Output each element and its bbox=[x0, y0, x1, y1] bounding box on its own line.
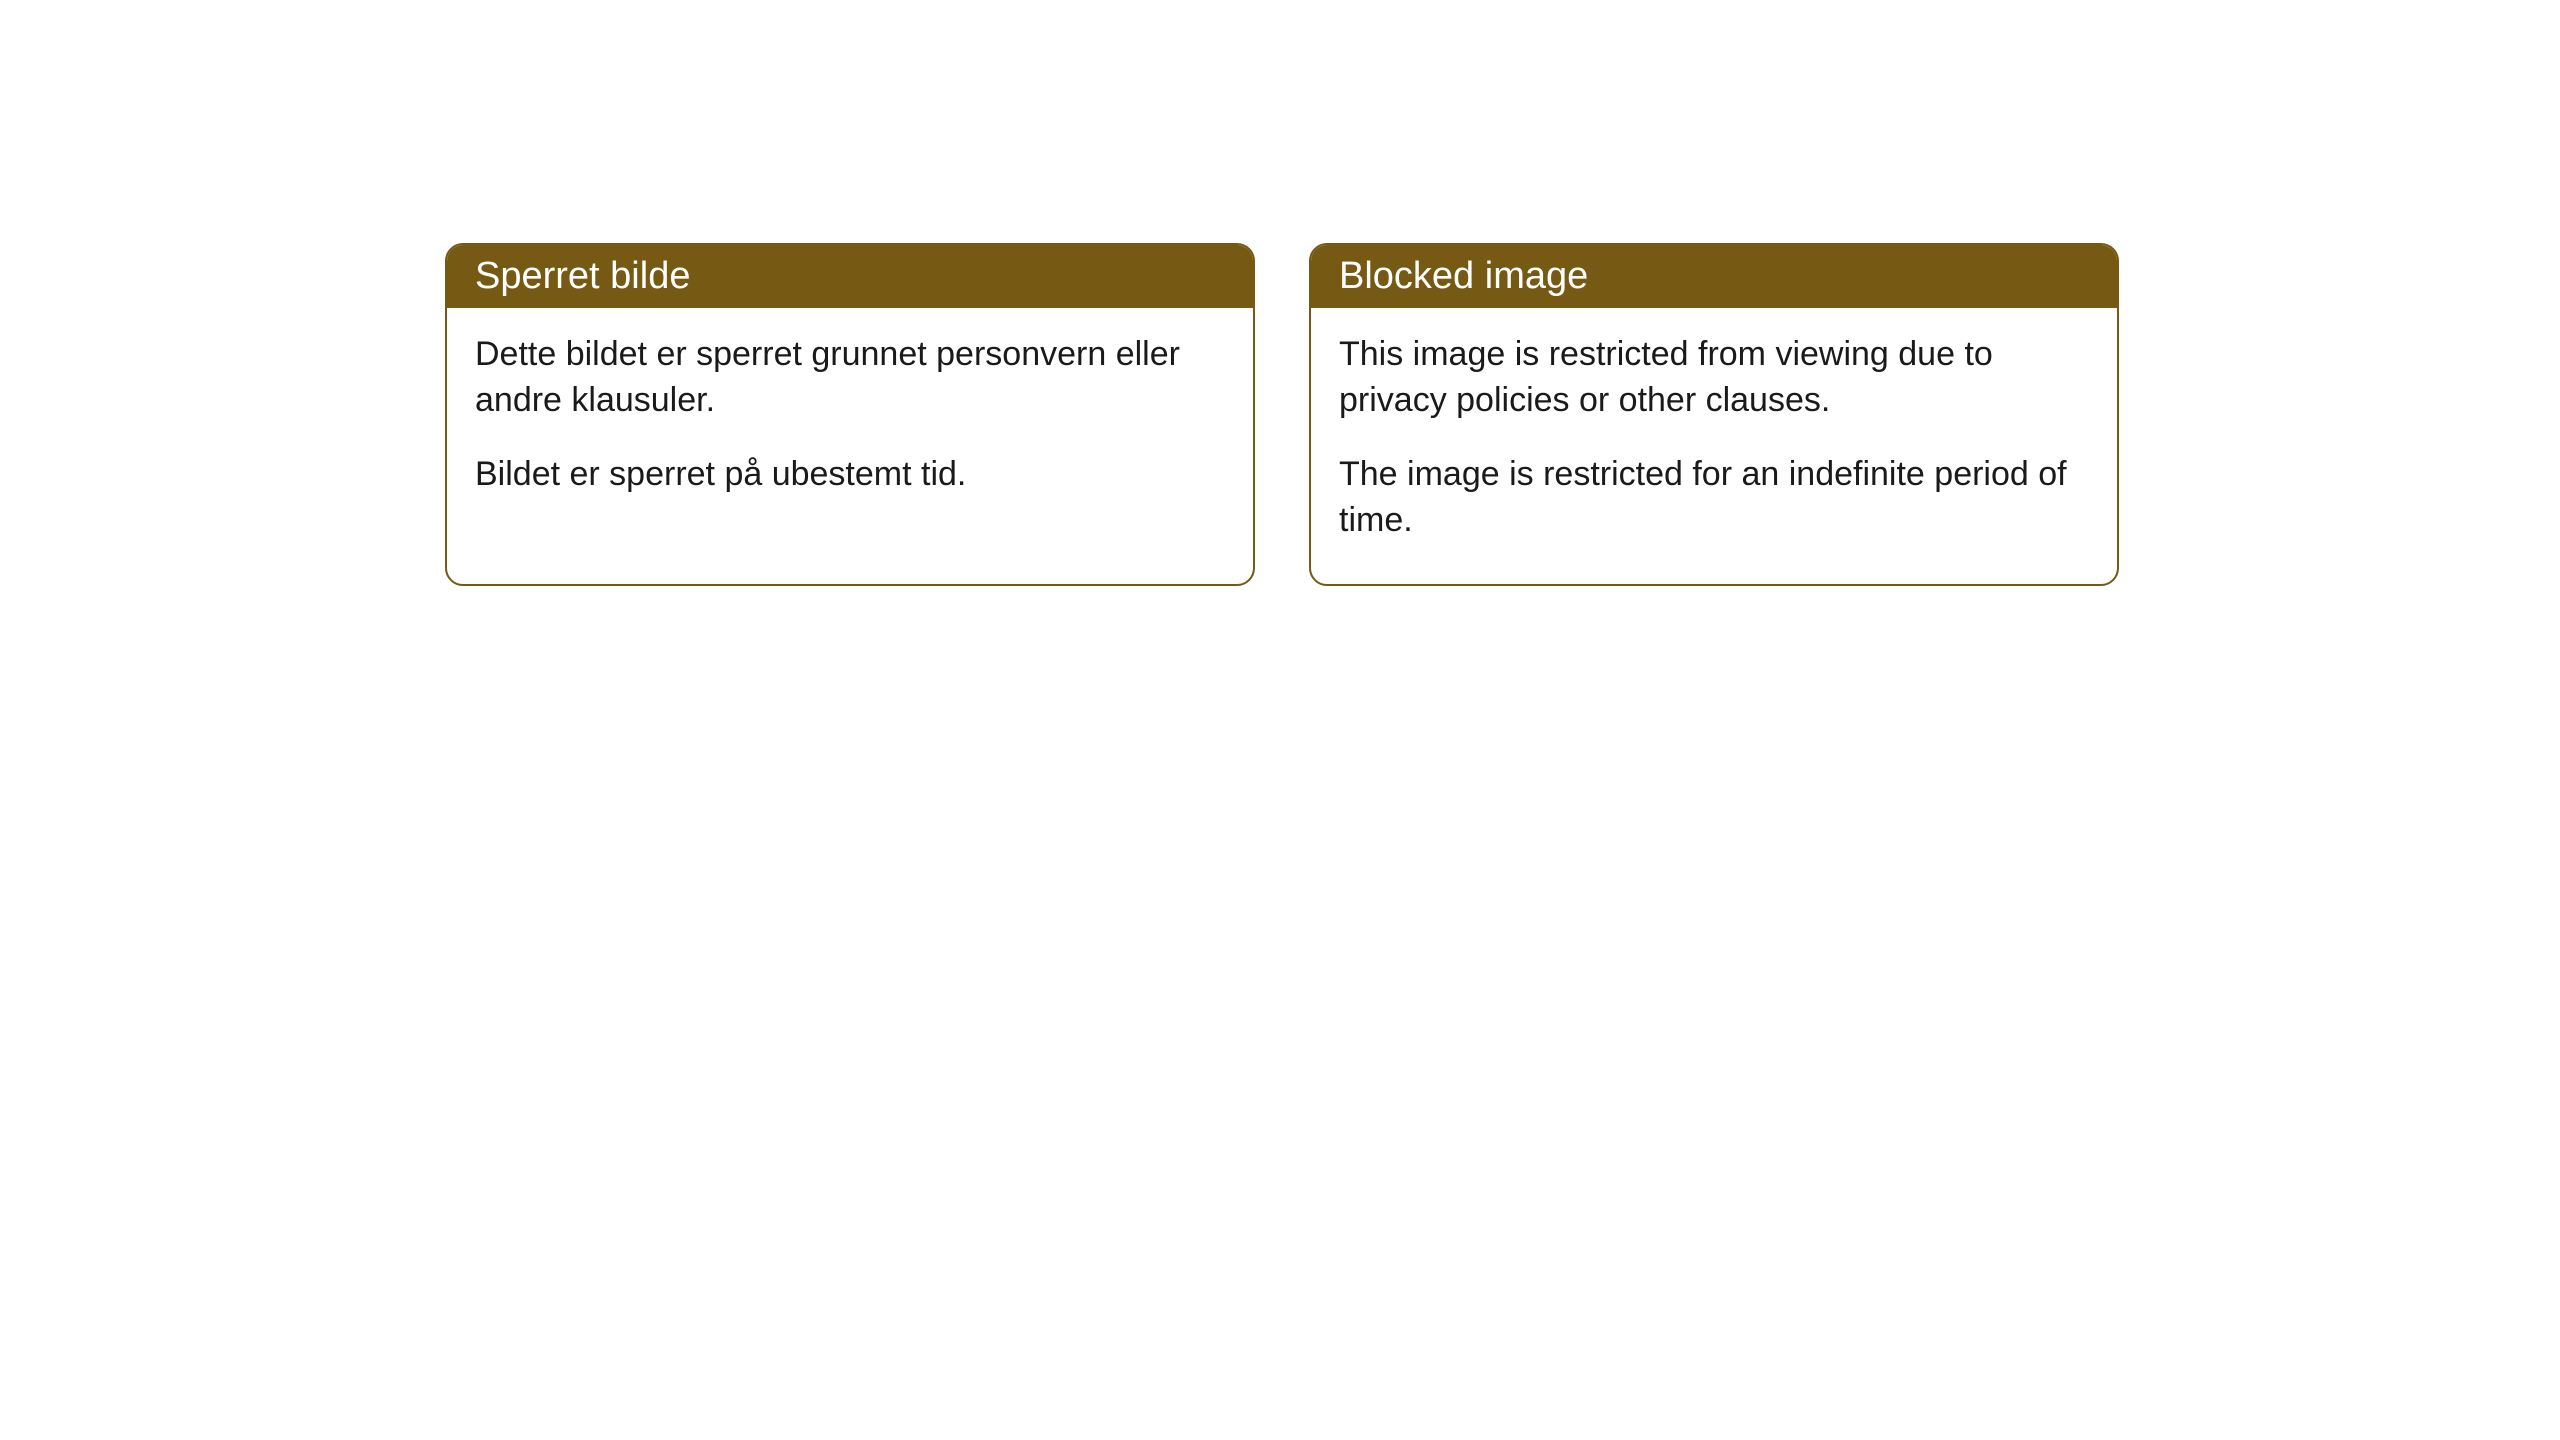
card-header: Blocked image bbox=[1311, 245, 2117, 308]
notice-card-english: Blocked image This image is restricted f… bbox=[1309, 243, 2119, 586]
card-body: This image is restricted from viewing du… bbox=[1311, 308, 2117, 584]
card-paragraph: Bildet er sperret på ubestemt tid. bbox=[475, 452, 1225, 498]
card-body: Dette bildet er sperret grunnet personve… bbox=[447, 308, 1253, 538]
card-title: Blocked image bbox=[1339, 255, 1588, 297]
card-header: Sperret bilde bbox=[447, 245, 1253, 308]
card-title: Sperret bilde bbox=[475, 255, 690, 297]
notice-card-norwegian: Sperret bilde Dette bildet er sperret gr… bbox=[445, 243, 1255, 586]
card-paragraph: This image is restricted from viewing du… bbox=[1339, 332, 2089, 424]
notice-cards-container: Sperret bilde Dette bildet er sperret gr… bbox=[445, 243, 2119, 586]
card-paragraph: Dette bildet er sperret grunnet personve… bbox=[475, 332, 1225, 424]
card-paragraph: The image is restricted for an indefinit… bbox=[1339, 452, 2089, 544]
